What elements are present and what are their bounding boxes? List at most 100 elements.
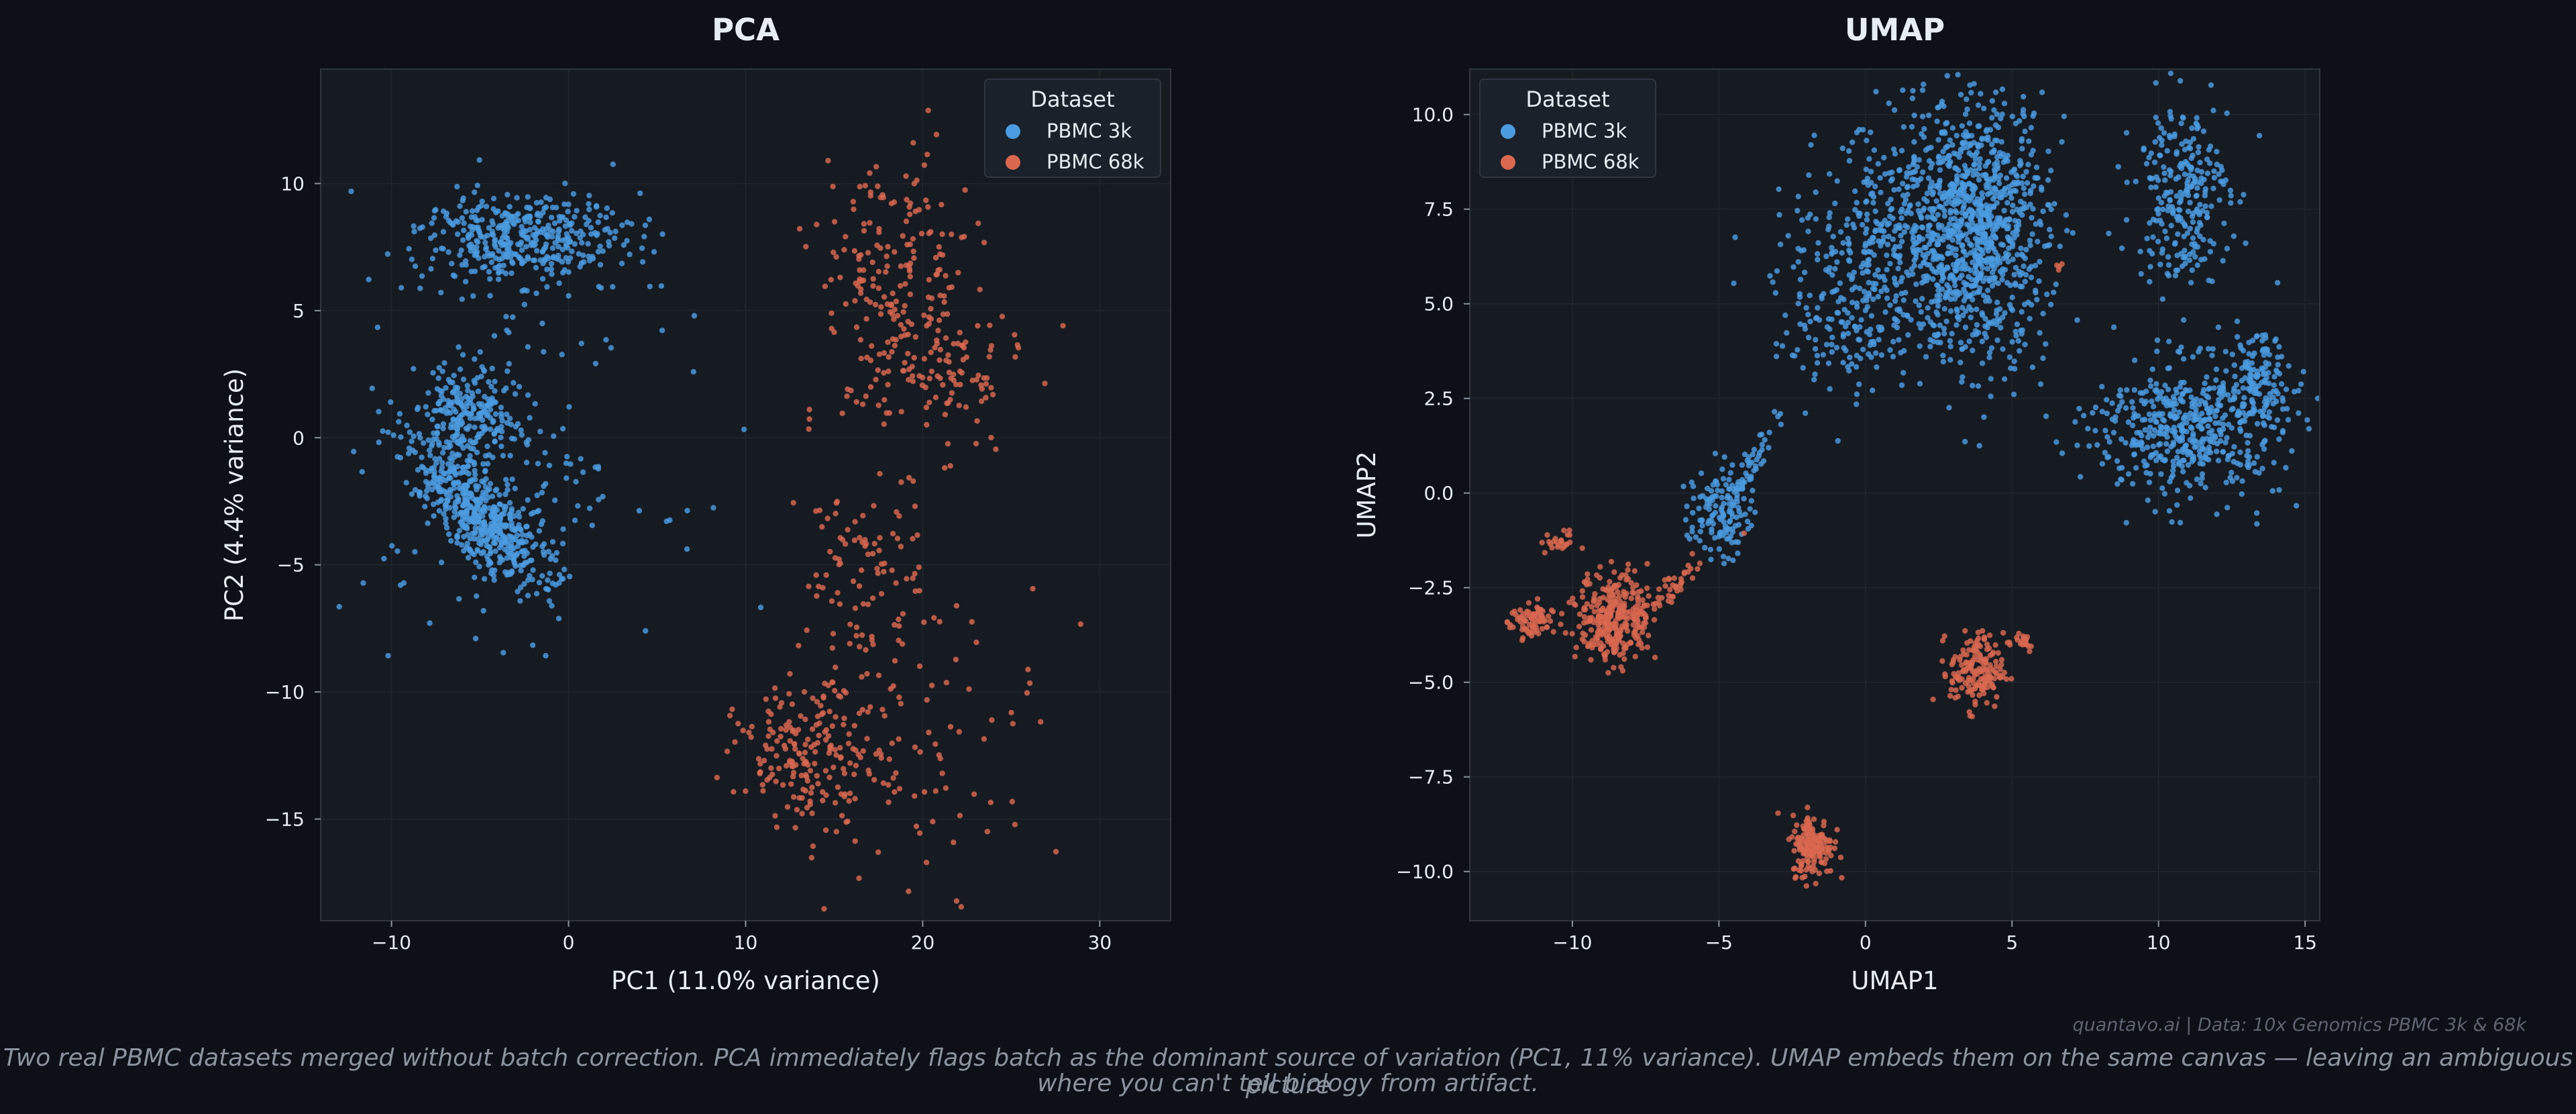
data-point [1929,230,1935,236]
data-point [1986,258,1993,264]
data-point [435,475,442,482]
data-point [472,415,478,421]
data-point [1953,252,1959,258]
data-point [1689,529,1695,535]
data-point [937,293,943,299]
data-point [884,263,890,269]
data-point [2239,365,2245,371]
data-point [555,235,561,242]
data-point [2009,209,2016,215]
data-point [960,356,967,363]
data-point [1881,154,1887,161]
data-point [563,217,570,223]
data-point [893,337,899,343]
chart-title: PCA [712,12,780,48]
data-point [1536,608,1542,614]
data-point [2135,413,2141,419]
data-point [454,385,461,391]
data-point [549,214,555,221]
data-point [451,480,457,486]
data-point [1993,262,2000,268]
data-point [870,642,876,648]
data-point [1690,509,1696,516]
data-point [2221,391,2227,397]
data-point [1026,680,1033,687]
data-point [2040,311,2046,317]
data-point [1837,229,1844,235]
data-point [2040,208,2046,215]
data-point [1811,376,1817,383]
data-point [837,601,843,607]
data-point [2027,242,2033,248]
data-point [482,254,488,260]
data-point [1789,352,1796,358]
data-point [857,754,864,760]
data-point [2008,365,2014,371]
data-point [1921,196,1927,202]
data-point [624,219,631,225]
data-point [1815,240,1821,246]
data-point [1924,191,1931,197]
data-point [788,781,794,787]
data-point [859,707,866,713]
data-point [2186,163,2192,170]
data-point [1602,620,1609,626]
data-point [1912,176,1918,183]
data-point [1588,627,1595,633]
data-point [2214,407,2220,414]
data-point [2207,436,2214,442]
data-point [2119,464,2125,471]
data-point [2116,403,2123,409]
data-point [555,244,561,250]
data-point [727,713,733,719]
data-point [1795,301,1801,307]
data-point [1968,89,1974,96]
data-point [814,740,821,746]
data-point [504,411,510,417]
data-point [1727,518,1733,524]
data-point [1646,632,1652,639]
data-point [1974,245,1980,251]
data-point [1613,600,1619,606]
data-point [1719,466,1725,472]
data-point [1944,264,1950,270]
data-point [1758,461,1764,467]
data-point [1987,190,1993,196]
data-point [1979,310,1985,316]
data-point [1854,364,1860,370]
data-point [454,183,460,190]
data-point [1975,230,1981,236]
data-point [639,245,645,252]
data-point [2284,405,2290,412]
data-point [2008,169,2015,175]
data-point [474,434,480,440]
data-point [511,251,518,257]
data-point [440,208,447,214]
data-point [1872,183,1878,189]
data-point [1952,276,1958,283]
data-point [1517,607,1523,613]
data-point [502,503,509,510]
data-point [1957,258,1963,264]
data-point [869,595,876,601]
data-point [406,445,413,452]
data-point [2155,120,2161,126]
data-point [2273,398,2279,405]
data-point [2167,109,2174,115]
data-point [1886,100,1892,107]
data-point [484,412,490,419]
data-point [1975,102,1982,108]
data-point [923,197,929,203]
data-point [2259,348,2265,354]
data-point [2032,262,2039,268]
data-point [2158,471,2164,477]
data-point [568,461,574,467]
data-point [506,203,513,210]
data-point [1777,242,1784,248]
data-point [474,238,480,244]
data-point [2161,417,2167,424]
data-point [2167,478,2173,485]
data-point [1937,203,1943,210]
data-point [1913,298,1919,304]
data-point [2196,144,2202,150]
